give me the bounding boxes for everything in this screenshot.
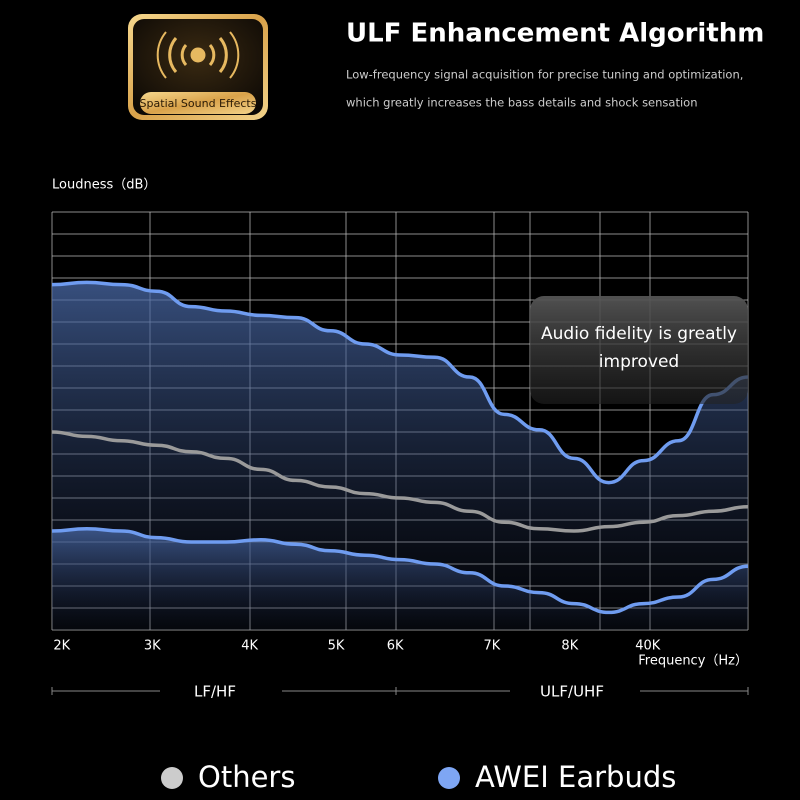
legend-marker: [438, 767, 460, 789]
legend: Others AWEI Earbuds: [161, 760, 676, 794]
callout-box: Audio fidelity is greatly improved: [541, 324, 737, 372]
band-label: ULF/UHF: [540, 683, 604, 701]
x-tick-label: 7K: [483, 639, 500, 654]
line: [51, 280, 749, 485]
callout: [530, 296, 748, 404]
x-tick-label: 8K: [561, 639, 578, 654]
x-tick-label: 3K: [144, 639, 161, 654]
chart-title: ULF Enhancement Algorithm: [346, 19, 764, 49]
badge-pill: [140, 92, 256, 114]
y-axis-label: Loudness（dB）: [52, 178, 156, 193]
x-tick-label: 4K: [241, 639, 258, 654]
badge-icon: [156, 31, 240, 79]
x-tick-label: 40K: [635, 639, 661, 654]
x-axis-label: Frequency（Hz）: [638, 654, 748, 669]
x-tick-label: 2K: [53, 639, 70, 654]
band-label: LF/HF: [194, 683, 236, 701]
band-lines: [51, 687, 749, 695]
badge-inner: [133, 19, 263, 115]
plot: [51, 280, 749, 630]
badge-label: Spatial Sound Effects: [140, 97, 257, 110]
x-tick-label: 5K: [328, 639, 345, 654]
x-tick-label: 6K: [387, 639, 404, 654]
subtitle: Low-frequency signal acquisition for pre…: [346, 68, 743, 82]
legend-label: AWEI Earbuds: [475, 760, 676, 794]
legend-label: Others: [198, 760, 295, 794]
line: [51, 430, 749, 533]
line: [51, 527, 749, 615]
legend-marker: [161, 767, 183, 789]
subtitle: which greatly increases the bass details…: [346, 96, 698, 110]
annotation: Audio fidelity is greatly improved: [541, 324, 737, 372]
